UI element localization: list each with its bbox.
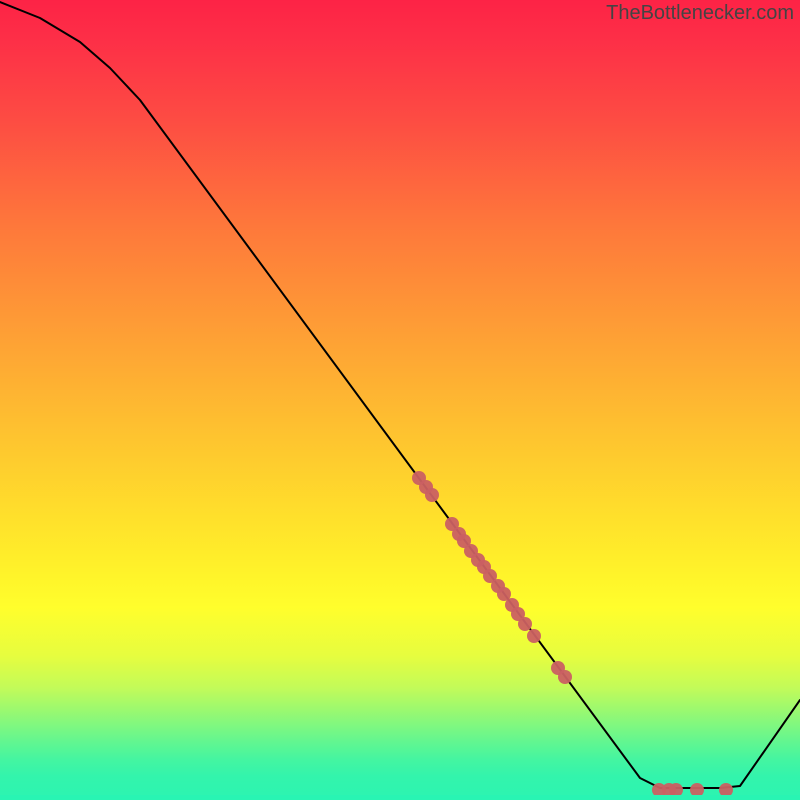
chart-container: TheBottlenecker.com xyxy=(0,0,800,800)
watermark-text: TheBottlenecker.com xyxy=(606,2,794,25)
data-markers xyxy=(412,471,733,797)
bottleneck-curve xyxy=(0,2,800,788)
bottom-band xyxy=(0,795,800,800)
chart-overlay xyxy=(0,0,800,800)
